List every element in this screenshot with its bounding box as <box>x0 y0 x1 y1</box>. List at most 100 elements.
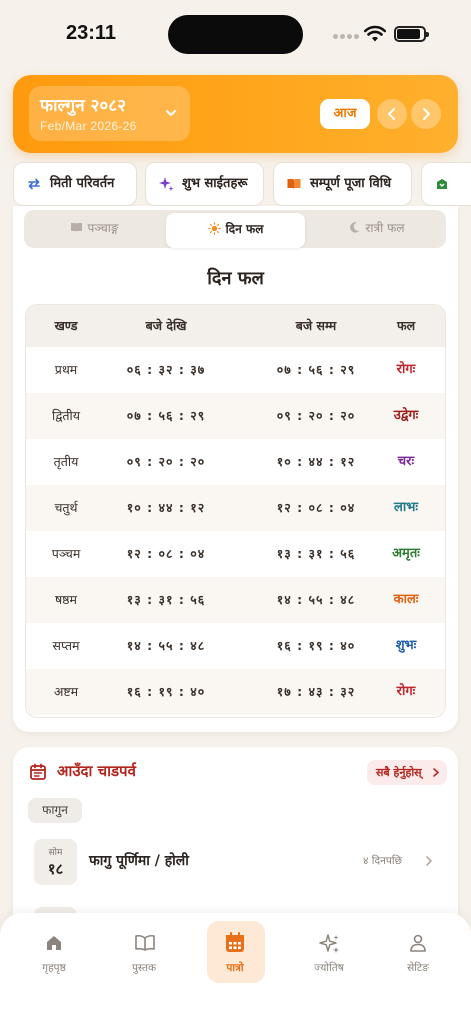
end-time-cell: १७ : ४३ : ३२ <box>276 684 356 699</box>
end-time-cell: १३ : ३१ : ५६ <box>276 546 356 561</box>
moon-icon <box>349 222 360 233</box>
fal-cell: चरः <box>397 454 415 469</box>
nav-label: ज्योतिष <box>314 962 344 974</box>
table-row: चतुर्थ १० : ४४ : १२ १२ : ०८ : ०४ लाभः <box>26 485 445 531</box>
more-chip[interactable] <box>421 162 471 206</box>
tab-panchang[interactable]: पञ्चाङ्ग <box>24 210 164 248</box>
auspicious-times-chip[interactable]: शुभ साईतहरू <box>145 162 264 206</box>
quick-actions: मिती परिवर्तन शुभ साईतहरू सम्पूर्ण पूजा … <box>0 160 471 208</box>
khanda-cell: पञ्चम <box>51 546 81 561</box>
dynamic-island <box>168 15 303 54</box>
column-header: बजे सम्म <box>295 318 337 333</box>
start-time-cell: ०९ : २० : २० <box>126 454 206 469</box>
khanda-cell: सप्तम <box>52 638 80 653</box>
nav-astrology[interactable]: ज्योतिष <box>289 923 369 983</box>
end-time-cell: १६ : १९ : ४० <box>276 638 356 653</box>
chevron-right-icon <box>423 108 430 120</box>
khanda-cell: प्रथम <box>54 362 78 377</box>
festival-name: फागु पूर्णिमा / होली <box>89 853 189 869</box>
date-convert-chip[interactable]: मिती परिवर्तन <box>13 162 137 206</box>
start-time-cell: १२ : ०८ : ०४ <box>126 546 206 561</box>
puja-guide-chip[interactable]: सम्पूर्ण पूजा विधि <box>273 162 412 206</box>
tab-day-fal[interactable]: दिन फल <box>166 213 305 248</box>
nav-settings[interactable]: सेटिङ <box>378 923 458 983</box>
nav-home[interactable]: गृहपृष्ठ <box>14 923 94 983</box>
month-header: फाल्गुन २०८२ Feb/Mar 2026-26 आज <box>13 75 458 153</box>
chevron-right-icon <box>433 768 439 777</box>
next-month-button[interactable] <box>411 99 441 129</box>
festival-date: सोम १८ <box>34 839 77 885</box>
festival-item[interactable]: सोम १८ फागु पूर्णिमा / होली ४ दिनपछि <box>13 835 458 887</box>
start-time-cell: ०७ : ५६ : २९ <box>126 408 206 423</box>
tab-night-fal[interactable]: रात्री फल <box>306 210 446 248</box>
column-header: फल <box>396 318 416 333</box>
card-title: दिन फल <box>207 268 264 289</box>
home-icon <box>47 936 61 950</box>
status-bar: 23:11 <box>0 0 471 66</box>
battery-icon <box>394 26 429 42</box>
fal-cell: अमृतः <box>392 546 420 561</box>
table-row: पञ्चम १२ : ०८ : ०४ १३ : ३१ : ५६ अमृतः <box>26 531 445 577</box>
start-time-cell: १६ : १९ : ४० <box>126 684 206 699</box>
chip-label: मिती परिवर्तन <box>50 176 115 191</box>
festival-days-left: ४ दिनपछि <box>363 855 402 867</box>
today-button[interactable]: आज <box>320 99 370 129</box>
khanda-cell: चतुर्थ <box>54 500 78 515</box>
end-time-cell: १४ : ५५ : ४८ <box>276 592 356 607</box>
sparkle-icon <box>159 177 174 191</box>
table-row: सप्तम १४ : ५५ : ४८ १६ : १९ : ४० शुभः <box>26 623 445 669</box>
book-icon <box>70 223 82 232</box>
nav-label: सेटिङ <box>407 962 429 974</box>
prev-month-button[interactable] <box>377 99 407 129</box>
calendar-icon <box>226 932 244 952</box>
book-open-icon <box>135 934 155 951</box>
fal-cell: उद्वेगः <box>393 408 419 423</box>
end-time-cell: १० : ४४ : १२ <box>276 454 356 469</box>
month-subtitle: Feb/Mar 2026-26 <box>40 119 137 133</box>
table-row: द्वितीय ०७ : ५६ : २९ ०९ : २० : २० उद्वेगः <box>26 393 445 439</box>
chip-label: शुभ साईतहरू <box>182 176 248 191</box>
chevron-down-icon <box>166 110 176 116</box>
month-selector[interactable]: फाल्गुन २०८२ Feb/Mar 2026-26 <box>29 86 190 141</box>
table-row: षष्ठम १३ : ३१ : ५६ १४ : ५५ : ४८ कालः <box>26 577 445 623</box>
tab-label: दिन फल <box>225 222 264 236</box>
festival-day: १८ <box>47 860 64 878</box>
nav-label: पुस्तक <box>131 962 157 974</box>
table-row: तृतीय ०९ : २० : २० १० : ४४ : १२ चरः <box>26 439 445 485</box>
tab-label: रात्री फल <box>365 221 405 235</box>
festival-weekday: सोम <box>48 848 63 858</box>
chevron-right-icon <box>426 856 433 866</box>
book-icon <box>437 179 447 189</box>
fal-cell: रोगः <box>396 684 416 699</box>
book-icon <box>287 179 301 189</box>
nav-calendar[interactable]: पात्रो <box>195 921 275 983</box>
start-time-cell: १३ : ३१ : ५६ <box>126 592 206 607</box>
nav-label: गृहपृष्ठ <box>42 962 66 974</box>
end-time-cell: ०९ : २० : २० <box>276 408 356 423</box>
upcoming-title: आउँदा चाडपर्व <box>57 762 136 780</box>
nav-label: पात्रो <box>226 962 244 974</box>
month-title: फाल्गुन २०८२ <box>40 96 126 116</box>
table-row: प्रथम ०६ : ३२ : ३७ ०७ : ५६ : २९ रोगः <box>26 347 445 393</box>
signal-dots-icon <box>333 34 359 40</box>
fal-cell: लाभः <box>394 500 418 515</box>
column-header: खण्ड <box>54 318 78 333</box>
khanda-cell: षष्ठम <box>54 592 78 607</box>
see-all-label: सबै हेर्नुहोस् <box>376 766 422 779</box>
day-fal-card: पञ्चाङ्ग दिन फल रात्री फल दिन फल खण्ड बज… <box>13 206 458 732</box>
see-all-button[interactable]: सबै हेर्नुहोस् <box>367 760 447 785</box>
wifi-icon <box>364 25 386 42</box>
start-time-cell: १० : ४४ : १२ <box>126 500 206 515</box>
fal-table: खण्ड बजे देखि बजे सम्म फल प्रथम ०६ : ३२ :… <box>25 304 446 718</box>
table-row: अष्टम १६ : १९ : ४० १७ : ४३ : ३२ रोगः <box>26 669 445 715</box>
month-tag: फागुन <box>28 798 82 823</box>
end-time-cell: १२ : ०८ : ०४ <box>276 500 356 515</box>
end-time-cell: ०७ : ५६ : २९ <box>276 362 356 377</box>
start-time-cell: ०६ : ३२ : ३७ <box>126 362 206 377</box>
sun-icon <box>207 222 221 235</box>
fal-cell: कालः <box>393 592 419 607</box>
nav-books[interactable]: पुस्तक <box>104 923 184 983</box>
fal-cell: शुभः <box>395 638 417 653</box>
start-time-cell: १४ : ५५ : ४८ <box>126 638 206 653</box>
khanda-cell: द्वितीय <box>51 408 81 423</box>
